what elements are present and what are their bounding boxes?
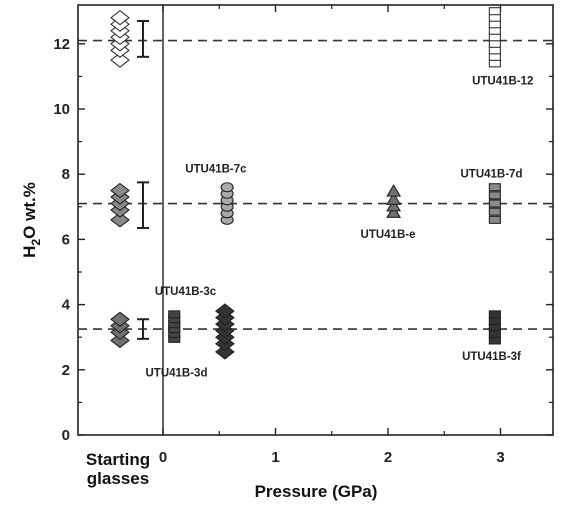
y-axis-title-subscript: 2 xyxy=(29,239,43,246)
starting-glasses-markers xyxy=(110,10,130,349)
y-tick-label: 6 xyxy=(62,231,70,248)
y-tick-label: 8 xyxy=(62,166,70,183)
annotation-utu41b-3d: UTU41B-3d xyxy=(146,367,208,379)
marker-utu41b-7c xyxy=(220,182,234,193)
x-axis-title: Pressure (GPa) xyxy=(255,482,378,501)
marker-utu41b-3d xyxy=(168,310,181,319)
sample-markers xyxy=(168,7,501,360)
x-tick-label: 1 xyxy=(271,449,279,466)
annotation-utu41b-12: UTU41B-12 xyxy=(472,76,533,88)
y-tick-label: 4 xyxy=(62,297,71,314)
annotation-utu41b-3f: UTU41B-3f xyxy=(462,351,521,363)
starting-glass-marker xyxy=(110,212,130,228)
y-axis-ticks: 0 2 4 6 8 10 12 xyxy=(53,36,553,444)
marker-utu41b-12 xyxy=(488,46,501,55)
marker-utu41b-3f xyxy=(488,336,501,345)
plot-frame xyxy=(77,4,554,436)
sample-annotations: UTU41B-12 UTU41B-7c UTU41B-e UTU41B-7d UTU41… xyxy=(146,76,534,380)
marker-utu41b-e xyxy=(386,205,402,218)
marker-utu41b-3f xyxy=(488,316,501,325)
marker-utu41b-e xyxy=(386,198,402,212)
annotation-utu41b-7d: UTU41B-7d xyxy=(461,168,523,180)
marker-utu41b-12 xyxy=(488,7,501,16)
reference-lines xyxy=(78,39,553,330)
marker-utu41b-3f xyxy=(488,310,501,319)
marker-utu41b-12 xyxy=(488,52,501,61)
marker-utu41b-12 xyxy=(488,20,501,29)
x-tick-label: 3 xyxy=(496,449,504,466)
marker-utu41b-3f xyxy=(488,329,501,338)
annotation-utu41b-3c: UTU41B-3c xyxy=(155,286,217,298)
starting-label-line1: Starting xyxy=(86,450,150,469)
starting-glass-marker xyxy=(110,52,130,68)
y-tick-label: 12 xyxy=(53,36,70,53)
error-bars xyxy=(137,19,149,340)
marker-utu41b-7d xyxy=(488,199,501,208)
marker-utu41b-3c xyxy=(214,303,235,319)
annotation-utu41b-e: UTU41B-e xyxy=(361,229,416,241)
y-tick-label: 2 xyxy=(62,362,70,379)
marker-utu41b-3f xyxy=(488,323,501,332)
marker-utu41b-7d xyxy=(488,183,501,192)
y-axis-title: H2O wt.% xyxy=(20,182,43,258)
x-axis-ticks: 0 1 2 3 xyxy=(159,5,505,466)
x-tick-label: 2 xyxy=(384,449,392,466)
starting-glass-marker xyxy=(110,311,130,327)
y-axis-title-main: H xyxy=(20,246,39,258)
starting-label-line2: glasses xyxy=(87,469,149,488)
marker-utu41b-7d xyxy=(488,207,501,216)
marker-utu41b-7d xyxy=(488,215,501,224)
marker-utu41b-e xyxy=(386,192,402,205)
marker-utu41b-12 xyxy=(488,39,501,48)
marker-utu41b-7d xyxy=(488,191,501,200)
annotation-utu41b-7c: UTU41B-7c xyxy=(185,164,247,176)
marker-utu41b-e xyxy=(386,184,402,197)
x-tick-label: 0 xyxy=(159,449,167,466)
starting-glass-marker xyxy=(110,332,130,349)
marker-utu41b-3c xyxy=(214,344,235,360)
y-tick-label: 0 xyxy=(62,427,70,444)
y-tick-label: 10 xyxy=(53,101,70,118)
marker-utu41b-12 xyxy=(488,13,501,22)
y-axis-title-rest: O wt.% xyxy=(20,182,39,239)
marker-utu41b-12 xyxy=(488,33,501,42)
marker-utu41b-12 xyxy=(488,26,501,35)
starting-glass-marker xyxy=(110,182,130,199)
marker-utu41b-12 xyxy=(488,59,501,68)
starting-glass-marker xyxy=(110,10,130,26)
